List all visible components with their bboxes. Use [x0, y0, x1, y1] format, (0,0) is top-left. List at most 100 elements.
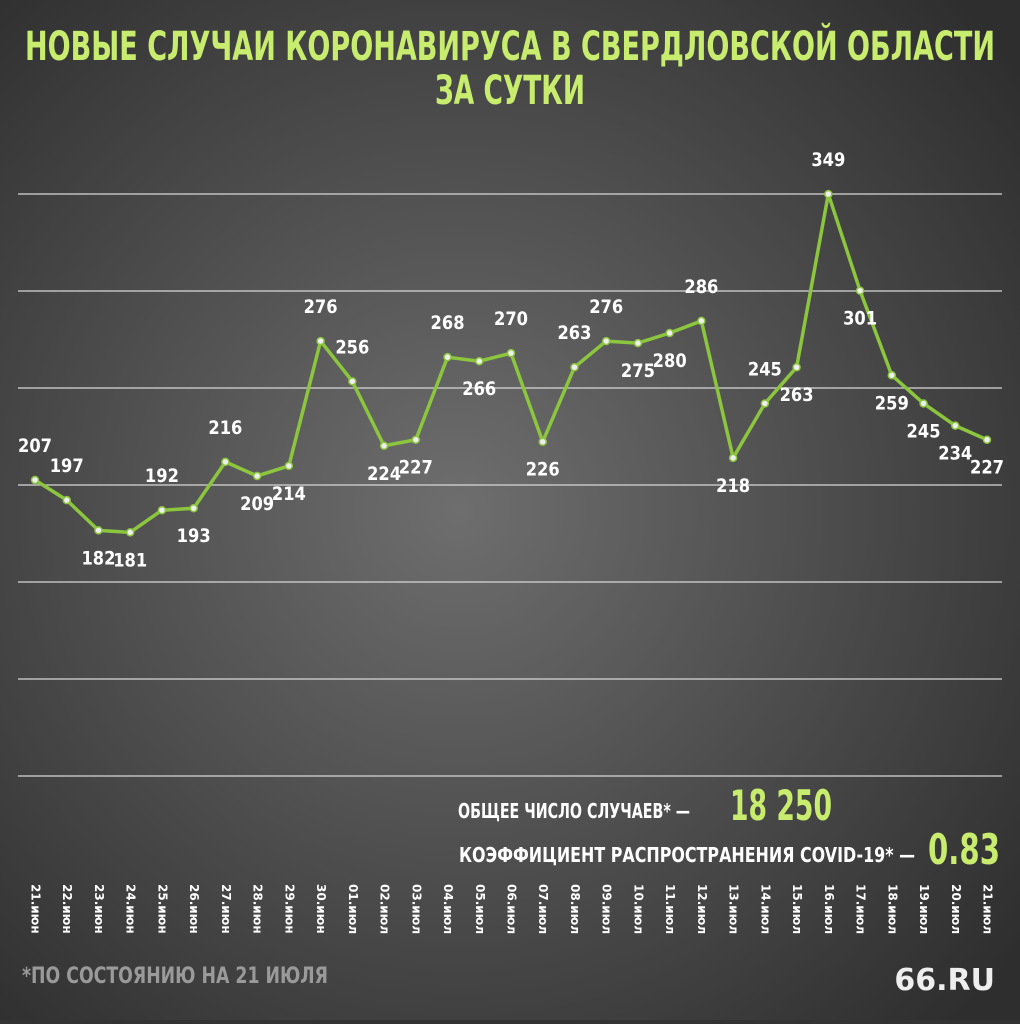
point [506, 348, 516, 358]
data-label: 234 [938, 443, 972, 465]
point [157, 505, 167, 515]
x-tick-label: 24.июн [124, 884, 138, 934]
point [824, 189, 833, 199]
data-label: 197 [50, 455, 84, 477]
point [633, 338, 643, 348]
point [30, 475, 40, 485]
point [94, 526, 103, 535]
x-tick-label: 01.июл [346, 884, 360, 934]
chart-title: ЗА СУТКИ [435, 68, 585, 114]
data-label: 207 [18, 435, 52, 457]
data-label: 276 [304, 296, 338, 318]
data-label: 192 [145, 465, 179, 487]
x-tick-label: 28.июн [251, 884, 265, 934]
data-label: 256 [335, 336, 369, 358]
x-tick-label: 04.июл [441, 884, 455, 934]
rate-label: КОЭФФИЦИЕНТ РАСПРОСТРАНЕНИЯ COVID-19* — [459, 843, 915, 867]
x-tick-label: 07.июл [536, 884, 550, 934]
point [316, 336, 325, 346]
point [760, 399, 770, 408]
x-tick-label: 16.июл [822, 884, 836, 934]
data-label: 224 [367, 463, 401, 485]
data-label: 181 [113, 549, 147, 571]
x-tick-label: 05.июл [473, 884, 487, 934]
x-tick-label: 08.июл [568, 884, 582, 934]
data-label: 214 [272, 483, 306, 505]
x-tick-label: 20.июл [949, 884, 963, 934]
data-label: 182 [81, 547, 115, 569]
data-label: 301 [843, 308, 877, 330]
x-tick-label: 15.июл [790, 884, 804, 934]
total-label: ОБЩЕЕ ЧИСЛО СЛУЧАЕВ* — [458, 799, 690, 823]
point [887, 371, 897, 380]
x-tick-label: 12.июл [695, 884, 709, 934]
data-label: 259 [875, 392, 909, 414]
x-tick-label: 11.июл [663, 884, 677, 934]
total-value: 18 250 [730, 781, 832, 830]
x-tick-label: 19.июл [917, 884, 931, 934]
point [728, 453, 738, 463]
point [379, 441, 389, 451]
x-tick-label: 21.июн [29, 884, 43, 934]
x-tick-label: 29.июн [282, 884, 296, 934]
data-label: 286 [684, 276, 718, 298]
point [189, 503, 198, 513]
data-label: 209 [240, 493, 274, 515]
x-tick-label: 13.июл [727, 884, 741, 934]
x-tick-label: 02.июл [378, 884, 392, 934]
point [919, 399, 928, 408]
data-label: 218 [716, 475, 750, 497]
x-tick-label: 14.июл [758, 884, 772, 934]
point [665, 328, 674, 338]
point [697, 316, 706, 326]
x-tick-label: 30.июн [314, 884, 328, 934]
data-label: 275 [621, 360, 655, 382]
x-tick-label: 26.июн [187, 884, 201, 934]
data-label: 268 [431, 312, 465, 334]
data-label: 216 [208, 417, 242, 439]
data-label: 276 [589, 296, 623, 318]
x-tick-label: 21.июл [981, 884, 995, 934]
data-label: 266 [462, 378, 496, 400]
data-label: 245 [907, 420, 941, 442]
x-tick-label: 22.июн [60, 884, 74, 934]
x-tick-label: 09.июл [600, 884, 614, 934]
point [62, 495, 71, 505]
point [982, 435, 992, 444]
point [475, 356, 484, 366]
x-tick-label: 25.июн [155, 884, 169, 934]
data-label: 245 [748, 358, 782, 380]
data-label: 227 [399, 457, 433, 479]
point [284, 461, 294, 471]
x-tick-label: 27.июн [219, 884, 233, 934]
point [855, 286, 865, 295]
footnote: *ПО СОСТОЯНИЮ НА 21 ИЮЛЯ [22, 964, 328, 989]
data-label: 263 [780, 384, 814, 406]
x-tick-label: 18.июл [885, 884, 899, 934]
point [951, 421, 960, 430]
data-label: 193 [177, 525, 211, 547]
point [348, 377, 357, 386]
rate-value: 0.83 [928, 825, 1000, 874]
logo: 66.RU [894, 963, 995, 998]
point [411, 435, 421, 444]
point [125, 528, 135, 537]
data-label: 280 [653, 350, 687, 372]
data-label: 227 [970, 457, 1004, 479]
data-label: 270 [494, 308, 528, 330]
point [538, 437, 547, 446]
x-tick-label: 17.июл [854, 884, 868, 934]
point [601, 336, 611, 346]
data-label: 349 [811, 149, 845, 171]
point [792, 362, 801, 372]
x-tick-label: 23.июн [92, 884, 106, 934]
point [221, 457, 230, 467]
point [252, 471, 262, 481]
x-tick-label: 10.июл [631, 884, 645, 934]
data-label: 226 [526, 459, 560, 481]
chart-title: НОВЫЕ СЛУЧАИ КОРОНАВИРУСА В СВЕРДЛОВСКОЙ… [25, 22, 995, 70]
x-tick-label: 06.июл [505, 884, 519, 934]
grid [18, 193, 1002, 777]
point [570, 362, 579, 372]
